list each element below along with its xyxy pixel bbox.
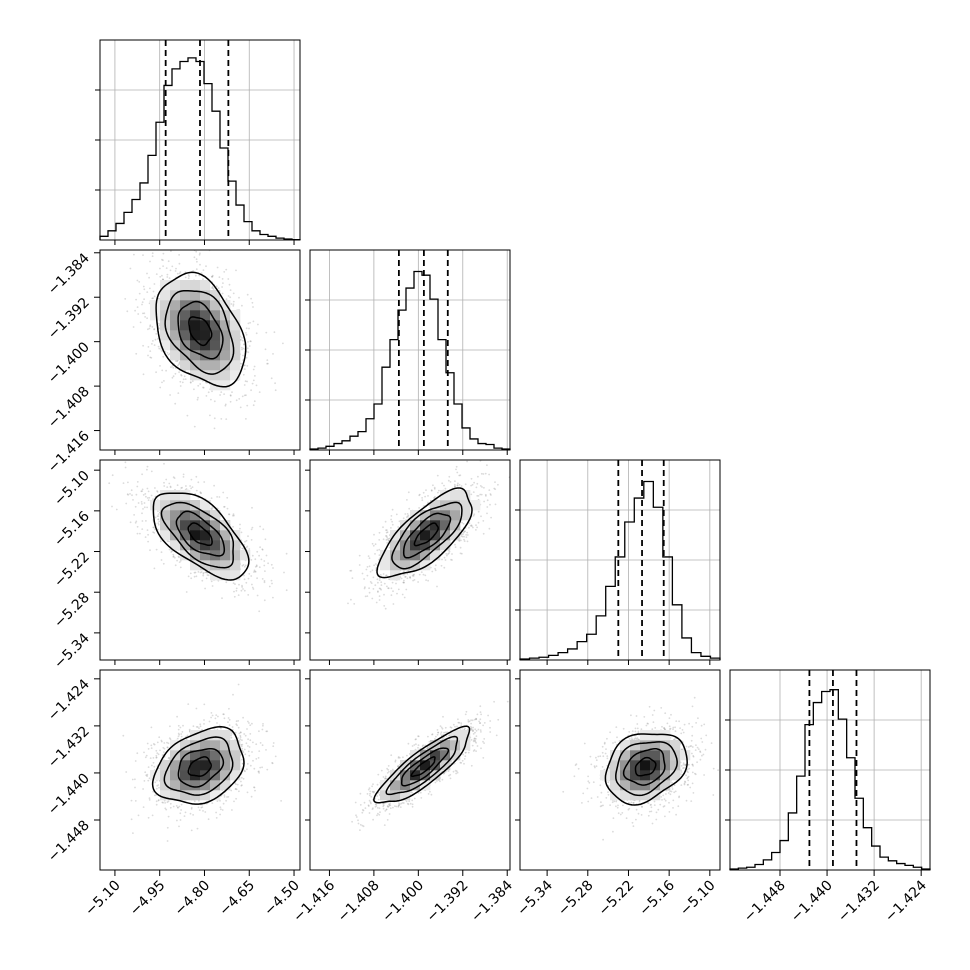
y-tick-label: −5.16 [51,508,93,550]
x-tick-label: −4.80 [172,878,214,920]
hist-frame [519,459,721,661]
x-tick-label: −1.448 [741,878,789,926]
hist-frame [99,39,301,241]
x-tick-label: −5.28 [555,878,597,920]
hist-panel-1 [305,249,511,451]
contour-3 [373,725,471,804]
x-tick-label: −1.400 [379,878,427,926]
y-tick-label: −1.384 [45,250,93,298]
x-tick-label: −5.22 [596,878,638,920]
contour-0 [413,522,439,547]
x-axis-1: −1.416−1.408−1.400−1.392−1.384 [290,870,516,925]
y-tick-label: −5.22 [51,549,93,591]
contour-1 [177,747,225,788]
contour-2 [615,741,678,797]
contour-1 [175,510,226,557]
contour-3 [604,733,688,806]
x-tick-label: −1.408 [335,878,383,926]
x-tick-label: −5.34 [514,877,556,919]
scatter-panel-2-3 [519,669,721,871]
panel-frame [309,459,511,661]
hist-panel-3 [725,669,931,871]
contour-0 [188,316,213,347]
x-tick-label: −5.10 [82,878,124,920]
x-tick-label: −4.65 [216,878,258,920]
y-tick-label: −1.424 [45,676,93,724]
contour-1 [402,512,452,559]
y-axis-3: −1.448−1.440−1.432−1.424 [45,676,100,865]
y-axis-1: −1.416−1.408−1.400−1.392−1.384 [45,250,100,476]
x-tick-label: −1.384 [468,877,516,925]
contour-2 [160,501,235,569]
panel-frame [99,249,301,451]
density-cells [150,490,251,581]
contour-0 [187,756,212,777]
scatter-panel-0-3 [99,669,301,871]
y-tick-label: −1.408 [45,384,93,432]
hist-frame [729,669,931,871]
x-tick-label: −1.440 [788,878,836,926]
y-tick-label: −5.34 [51,630,93,672]
hist-steps [309,270,511,450]
x-tick-label: −1.392 [424,878,472,926]
contour-2 [385,735,459,796]
y-tick-label: −1.448 [45,818,93,866]
y-tick-label: −1.392 [45,295,93,343]
contour-0 [634,756,657,777]
contour-2 [163,736,234,796]
x-tick-label: −1.424 [882,877,930,925]
contour-0 [187,522,213,547]
panel-frame [99,459,301,661]
contour-3 [152,492,250,581]
y-tick-label: −1.400 [45,339,93,387]
y-tick-label: −1.432 [45,723,93,771]
hist-frame [309,249,511,451]
hist-steps [519,480,721,660]
contour-3 [151,726,245,805]
x-tick-label: −4.95 [127,878,169,920]
y-tick-label: −1.440 [45,770,93,818]
contour-1 [177,300,224,360]
contour-3 [155,271,247,388]
density-cells [150,280,241,391]
contour-0 [410,756,436,777]
x-axis-2: −5.34 −5.28 −5.22 −5.16 −5.10 [514,870,719,920]
x-tick-label: −1.432 [835,878,883,926]
x-axis-3: −1.448 −1.440 −1.432 −1.424 [741,870,930,925]
contour-1 [400,747,450,787]
contour-3 [376,487,473,579]
scatter-panel-1-3 [309,669,511,871]
scatter-panel-1-2 [309,459,511,661]
x-axis-0: −5.10 −4.95 −4.80 −4.65 −4.50 [82,870,303,919]
contour-2 [391,501,463,570]
x-tick-label: −5.10 [677,878,719,920]
panel-frame [99,669,301,871]
panel-frame [309,669,511,871]
contour-1 [622,748,666,786]
scatter-panel-0-1 [99,249,301,451]
panel-frame [519,669,721,871]
scatter-panel-0-2 [99,459,301,661]
y-tick-label: −5.28 [51,590,93,632]
x-tick-label: −5.16 [636,877,678,919]
contour-2 [164,289,235,375]
y-axis-2: −5.34−5.28−5.22−5.16−5.10 [51,468,100,672]
hist-panel-0 [95,39,301,241]
hist-steps [729,689,931,870]
y-tick-label: −1.416 [45,428,93,476]
hist-panel-2 [515,459,721,661]
